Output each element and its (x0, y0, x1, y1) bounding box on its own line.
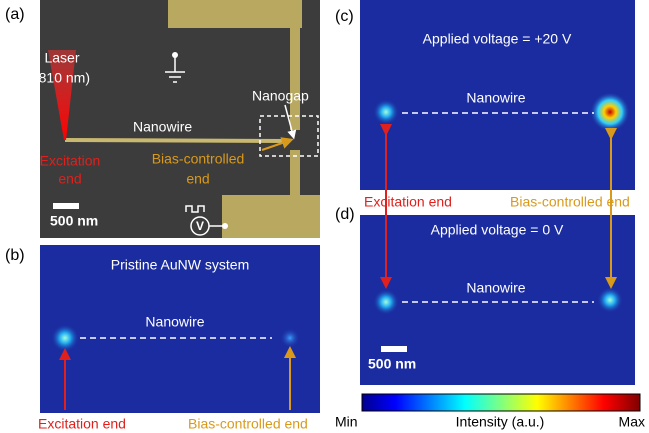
panel-b: (b) Pristine AuNW system Nanowire Excita… (5, 245, 320, 432)
bias-label: Bias-controlled end (188, 416, 308, 432)
nanogap-arrow (284, 104, 297, 140)
panel-label: (c) (335, 8, 354, 25)
laser-beam (48, 50, 76, 140)
panel-a: V 500 nm (a) Laser (810 nm) Nanogap Nano… (5, 0, 320, 238)
panel-label: (d) (335, 206, 355, 223)
excitation-spot (373, 289, 399, 315)
top-electrode (168, 0, 302, 130)
wavelength-label: (810 nm) (34, 70, 90, 86)
panel-label: (b) (5, 247, 25, 264)
map-image (360, 0, 635, 190)
excitation-label: Excitation (40, 153, 101, 169)
panel-c: (c) Applied voltage = +20 V Nanowire (335, 0, 635, 190)
excitation-label: end (58, 171, 81, 187)
excitation-spot (51, 324, 79, 352)
bias-label: Bias-controlled end (510, 194, 630, 210)
laser-label: Laser (44, 50, 79, 66)
bias-arrow (261, 137, 294, 151)
nanogap-box (259, 115, 319, 157)
bias-label: end (186, 171, 209, 187)
pulse-symbol (185, 205, 205, 213)
nanowire-label: Nanowire (466, 90, 525, 106)
nanowire-label: Nanowire (466, 280, 525, 296)
panel-d: 500 nm (d) Applied voltage = 0 V Nanowir… (335, 206, 635, 385)
excitation-spot (373, 99, 399, 125)
nanowire-label: Nanowire (145, 314, 204, 330)
bias-spot (280, 328, 300, 348)
nanogap-label: Nanogap (252, 88, 309, 104)
panel-title: Applied voltage = 0 V (431, 222, 564, 238)
colorbar-max: Max (619, 414, 645, 430)
ground-symbol (165, 55, 185, 83)
excitation-label: Excitation end (38, 416, 126, 432)
map-image (360, 215, 635, 385)
map-image (40, 245, 320, 413)
scale-bar (53, 203, 79, 209)
scale-label: 500 nm (368, 356, 416, 372)
scale-bar (381, 346, 407, 352)
bias-spot (590, 92, 630, 132)
panel-title: Pristine AuNW system (111, 257, 249, 273)
voltmeter-label: V (196, 219, 204, 233)
panel-title: Applied voltage = +20 V (423, 31, 572, 47)
ground-node (172, 52, 178, 58)
bias-spot (597, 287, 623, 313)
panel-label: (a) (5, 6, 25, 23)
scale-label: 500 nm (50, 213, 98, 229)
colorbar (361, 393, 641, 412)
bottom-electrode (222, 150, 320, 238)
bias-label: Bias-controlled (152, 151, 245, 167)
nanowire (64, 138, 290, 143)
excitation-label: Excitation end (364, 194, 452, 210)
colorbar-label: Intensity (a.u.) (456, 414, 545, 430)
colorbar-min: Min (335, 414, 358, 430)
nanowire-label: Nanowire (133, 119, 192, 135)
voltmeter-node (222, 223, 228, 229)
